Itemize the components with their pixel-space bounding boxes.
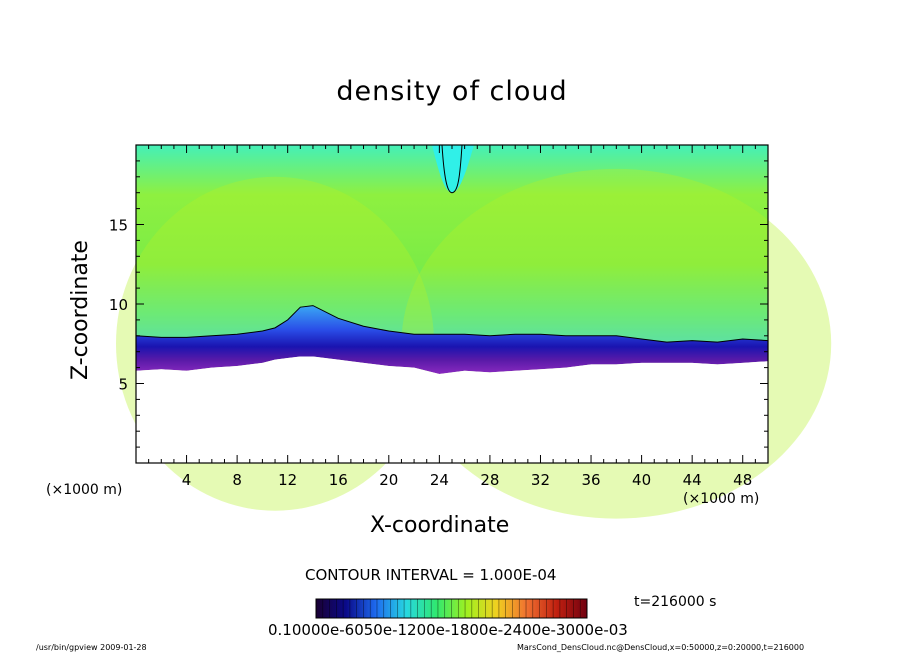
y-axis-label: Z-coordinate <box>68 240 93 380</box>
x-tick-label: 24 <box>430 471 449 489</box>
x-tick-label: 28 <box>480 471 499 489</box>
x-tick-label: 4 <box>182 471 192 489</box>
clear-region <box>136 356 768 463</box>
colorbar-tick-labels: 0.10000e-6050e-1200e-1800e-2400e-3000e-0… <box>268 621 628 639</box>
contour-interval-label: CONTOUR INTERVAL = 1.000E-04 <box>305 566 557 584</box>
cloud-base-band <box>136 305 768 374</box>
x-unit-left: (×1000 m) <box>46 482 123 498</box>
time-label: t=216000 s <box>634 594 717 610</box>
x-tick-label: 48 <box>733 471 752 489</box>
chart-title: density of cloud <box>336 76 568 107</box>
footer-program: /usr/bin/gpview 2009-01-28 <box>36 643 147 652</box>
y-tick-label: 15 <box>109 217 128 235</box>
x-tick-label: 32 <box>531 471 550 489</box>
x-tick-label: 44 <box>683 471 702 489</box>
x-tick-label: 40 <box>632 471 651 489</box>
plume-contour <box>441 144 463 194</box>
x-tick-label: 8 <box>232 471 242 489</box>
x-tick-label: 16 <box>329 471 348 489</box>
x-axis-label: X-coordinate <box>370 513 510 538</box>
footer-source: MarsCond_DensCloud.nc@DensCloud,x=0:5000… <box>517 643 805 652</box>
y-tick-label: 10 <box>109 296 128 314</box>
x-unit-right: (×1000 m) <box>683 491 760 507</box>
x-tick-label: 12 <box>278 471 297 489</box>
x-tick-label: 20 <box>379 471 398 489</box>
y-tick-label: 5 <box>118 376 128 394</box>
x-tick-label: 36 <box>581 471 600 489</box>
cloud-top-contour <box>135 305 769 343</box>
